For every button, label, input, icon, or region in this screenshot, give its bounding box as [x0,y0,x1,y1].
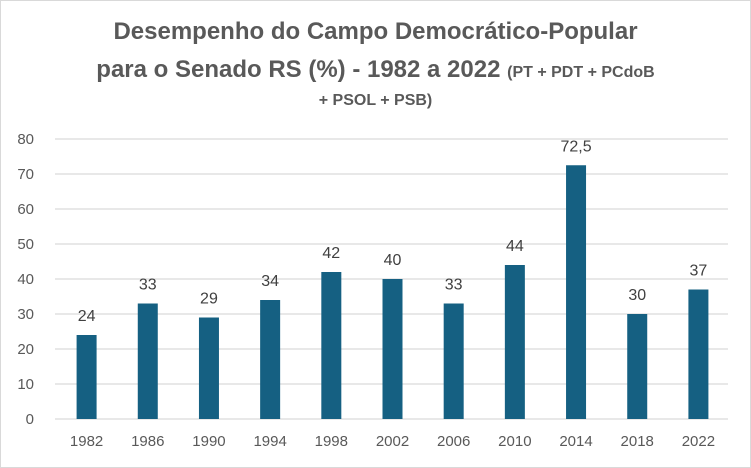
x-tick-label: 2006 [437,433,470,450]
y-tick-label: 60 [17,201,34,218]
data-label: 30 [628,287,646,304]
data-label: 33 [139,277,157,294]
x-tick-label: 2018 [621,433,654,450]
bar [688,289,709,419]
bar [382,279,403,419]
bar [198,317,219,419]
bar [566,165,587,419]
y-tick-label: 70 [17,166,34,183]
chart-title-line3: + PSOL + PSB) [318,92,433,109]
bar [504,265,525,419]
data-label: 40 [384,252,402,269]
data-label: 72,5 [560,138,591,155]
y-tick-label: 10 [17,376,34,393]
y-tick-label: 40 [17,271,34,288]
data-label: 44 [506,238,524,255]
data-label: 37 [690,263,708,280]
x-tick-label: 2014 [559,433,592,450]
x-tick-label: 2010 [498,433,531,450]
y-tick-label: 0 [26,411,34,428]
data-label: 24 [78,308,96,325]
bar [76,335,97,419]
x-tick-label: 1982 [70,433,103,450]
y-tick-label: 80 [17,131,34,148]
bar [260,300,281,419]
data-label: 29 [200,291,218,308]
x-tick-label: 2022 [682,433,715,450]
chart-title-line2: para o Senado RS (%) - 1982 a 2022 (PT +… [0,56,751,84]
chart-title-line1: Desempenho do Campo Democrático-Popular [113,18,638,45]
data-label: 33 [445,277,463,294]
x-tick-label: 1990 [192,433,225,450]
x-tick-label: 2002 [376,433,409,450]
bar [137,303,158,419]
x-tick-label: 1998 [315,433,348,450]
chart-title-line2-main: para o Senado RS (%) - 1982 a 2022 [96,56,501,83]
chart-title-line2-small: (PT + PDT + PCdoB [507,64,655,81]
bar [627,314,648,419]
data-label: 42 [322,245,340,262]
x-tick-label: 1994 [253,433,286,450]
y-tick-label: 30 [17,306,34,323]
data-label: 34 [261,273,279,290]
x-tick-label: 1986 [131,433,164,450]
y-tick-label: 50 [17,236,34,253]
y-tick-label: 20 [17,341,34,358]
bar [443,303,464,419]
bar [321,272,342,419]
